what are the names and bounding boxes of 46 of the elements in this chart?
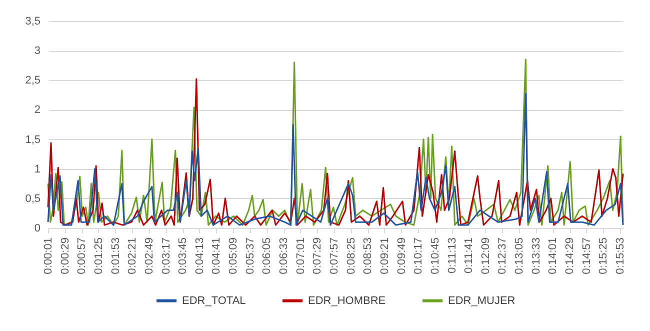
x-tick-label: 0:14:01 <box>547 238 560 274</box>
y-tick-label: 3 <box>34 45 40 58</box>
x-tick-label: 0:03:17 <box>160 238 172 274</box>
x-tick-label: 0:00:29 <box>59 238 72 274</box>
x-tick-label: 0:07:01 <box>294 238 307 274</box>
x-tick-label: 0:08:25 <box>345 238 358 274</box>
y-tick-label: 0 <box>34 222 40 234</box>
x-tick-label: 0:12:37 <box>496 238 509 274</box>
legend-label: EDR_HOMBRE <box>308 294 386 307</box>
x-tick-label: 0:08:53 <box>362 238 374 274</box>
x-tick-label: 0:05:37 <box>244 238 256 274</box>
x-tick-label: 0:01:25 <box>92 238 105 274</box>
x-tick-label: 0:09:21 <box>378 238 391 274</box>
x-tick-label: 0:07:29 <box>312 238 324 274</box>
x-tick-label: 0:13:33 <box>530 238 542 274</box>
x-tick-label: 0:02:49 <box>143 238 156 274</box>
x-tick-label: 0:10:45 <box>429 238 442 274</box>
y-tick-label: 3,5 <box>25 16 40 28</box>
x-tick-label: 0:14:57 <box>580 238 593 274</box>
x-tick-label: 0:09:49 <box>396 238 408 274</box>
x-tick-label: 0:00:57 <box>76 238 88 274</box>
y-tick-label: 1,5 <box>25 134 40 146</box>
y-tick-label: 1 <box>34 163 40 176</box>
legend-label: EDR_TOTAL <box>182 294 246 307</box>
y-tick-label: 2,5 <box>25 74 40 87</box>
x-tick-label: 0:11:41 <box>463 238 476 274</box>
x-tick-label: 0:15:25 <box>598 238 610 274</box>
x-tick-label: 0:10:17 <box>412 238 425 274</box>
x-tick-label: 0:06:33 <box>278 238 290 274</box>
x-tick-label: 0:02:21 <box>126 238 139 274</box>
x-tick-label: 0:04:41 <box>210 238 223 274</box>
x-tick-label: 0:04:13 <box>194 238 206 274</box>
x-tick-label: 0:15:53 <box>614 238 626 274</box>
legend-label: EDR_MUJER <box>448 294 516 307</box>
y-tick-label: 2 <box>34 104 40 116</box>
x-tick-label: 0:12:09 <box>480 238 492 274</box>
x-tick-label: 0:06:05 <box>261 238 274 274</box>
x-tick-label: 0:01:53 <box>110 238 122 274</box>
x-tick-label: 0:05:09 <box>228 238 240 274</box>
x-tick-label: 0:13:05 <box>514 238 526 274</box>
x-tick-label: 0:11:13 <box>446 238 458 274</box>
x-tick-label: 0:07:57 <box>328 238 340 274</box>
y-tick-label: 0,5 <box>25 192 40 205</box>
x-tick-label: 0:14:29 <box>564 238 576 274</box>
x-tick-label: 0:00:01 <box>42 238 54 274</box>
x-tick-label: 0:03:45 <box>177 238 190 274</box>
